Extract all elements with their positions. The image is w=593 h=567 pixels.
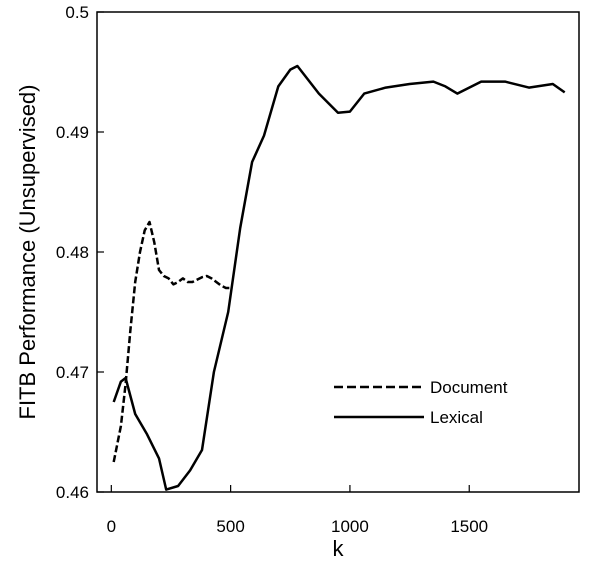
y-axis-title: FITB Performance (Unsupervised) — [15, 85, 40, 420]
legend-label-document: Document — [430, 378, 508, 397]
x-tick-label: 1000 — [331, 517, 369, 536]
legend: Document Lexical — [334, 378, 508, 427]
x-axis-title: k — [333, 536, 345, 561]
x-tick-label: 1500 — [450, 517, 488, 536]
x-tick-label: 0 — [107, 517, 116, 536]
y-tick-label: 0.49 — [56, 123, 89, 142]
y-tick-label: 0.48 — [56, 243, 89, 262]
y-tick-label: 0.5 — [65, 3, 89, 22]
series-line-lexical — [112, 64, 566, 491]
plot-frame — [96, 11, 580, 493]
y-tick-label: 0.46 — [56, 483, 89, 502]
legend-label-lexical: Lexical — [430, 408, 483, 427]
series-layer — [112, 64, 566, 491]
y-axis-ticks: 0.46 0.47 0.48 0.49 0.5 — [56, 3, 104, 502]
x-axis-ticks: 0 500 1000 1500 — [107, 485, 488, 536]
y-tick-label: 0.47 — [56, 363, 89, 382]
x-tick-label: 500 — [216, 517, 244, 536]
series-line-document — [112, 220, 231, 463]
